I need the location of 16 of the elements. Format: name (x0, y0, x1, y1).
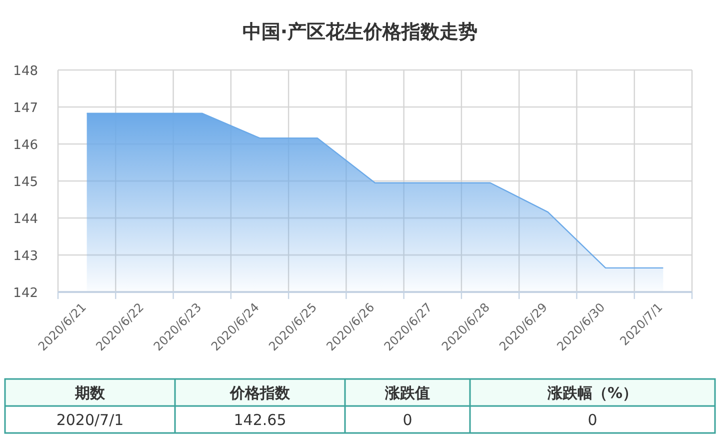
y-tick-label: 142 (13, 286, 38, 301)
text: 0 (402, 411, 412, 429)
y-tick-label: 146 (13, 138, 38, 153)
text: 涨跌值 (384, 384, 430, 402)
text: 涨跌幅（%） (546, 384, 638, 402)
y-tick-label: 147 (13, 101, 38, 116)
text: 2020/7/1 (56, 411, 124, 429)
text: 期数 (74, 384, 106, 402)
text: 0 (588, 411, 598, 429)
chart-title: 中国·产区花生价格指数走势 (242, 21, 478, 43)
y-tick-label: 144 (13, 212, 38, 227)
text: 142.65 (234, 411, 286, 429)
y-tick-label: 145 (13, 175, 38, 190)
y-tick-label: 148 (13, 64, 38, 79)
text: 价格指数 (229, 384, 291, 402)
y-tick-label: 143 (13, 249, 38, 264)
